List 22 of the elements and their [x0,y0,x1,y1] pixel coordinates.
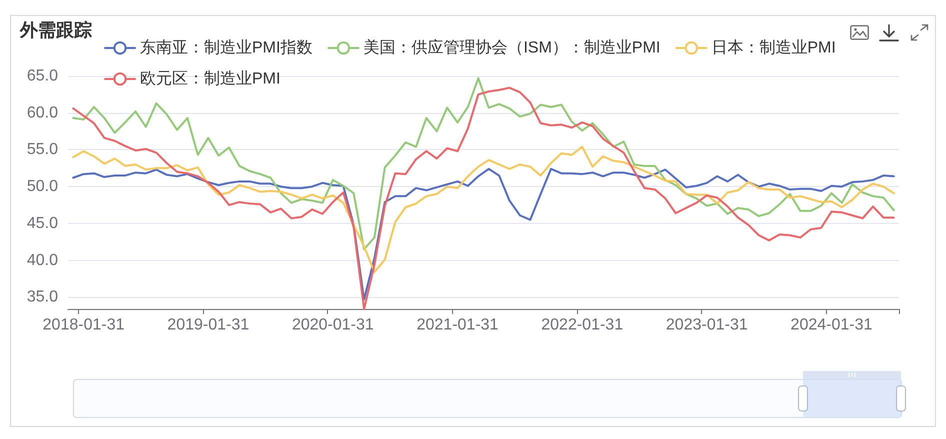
x-tick-label: 2018-01-31 [42,316,125,334]
legend-label: 日本：制造业PMI [711,38,836,56]
y-tick-label: 40.0 [26,252,58,269]
line-series [72,168,895,300]
x-tick-label: 2024-01-31 [790,316,873,334]
y-tick-label: 65.0 [26,68,58,84]
line-series [72,146,895,274]
legend-label: 欧元区：制造业PMI [140,70,280,88]
y-tick-label: 55.0 [26,141,58,158]
legend-label: 美国：供应管理协会（ISM）：制造业PMI [363,38,660,56]
y-tick-label: 35.0 [26,288,58,306]
x-tick-label: 2020-01-31 [292,316,374,334]
chart-title: 外需跟踪 [19,20,92,40]
y-tick-label: 50.0 [26,178,58,196]
x-tick-label: 2023-01-31 [666,316,748,334]
x-tick-label: 2022-01-31 [541,316,624,334]
y-tick-label: 45.0 [26,214,58,232]
y-tick-label: 60.0 [26,104,58,122]
x-tick-label: 2019-01-31 [167,316,250,334]
legend-label: 东南亚：制造业PMI指数 [140,38,312,56]
x-tick-label: 2021-01-31 [416,316,499,334]
line-series [72,86,895,310]
